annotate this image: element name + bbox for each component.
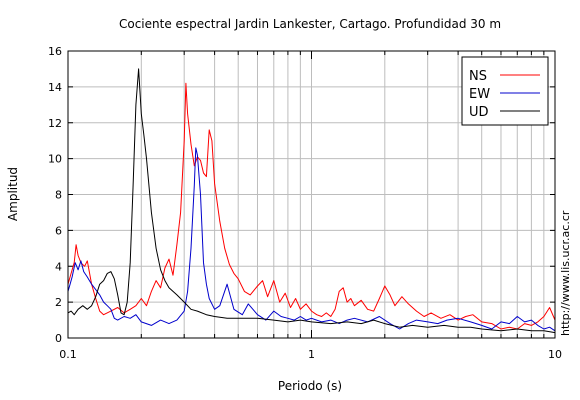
legend-label-ud: UD bbox=[469, 105, 489, 120]
plot-frame bbox=[67, 50, 556, 339]
chart-title: Cociente espectral Jardin Lankester, Car… bbox=[119, 17, 501, 31]
y-axis-ticks: 0 2 4 6 8 10 12 14 16 bbox=[48, 45, 555, 345]
y-tick-label: 12 bbox=[48, 117, 62, 130]
grid bbox=[68, 51, 555, 338]
y-tick-label: 6 bbox=[55, 224, 62, 237]
legend-label-ew: EW bbox=[469, 87, 490, 102]
y-tick-label: 16 bbox=[48, 45, 62, 58]
legend-label-ns: NS bbox=[469, 69, 487, 84]
y-tick-label: 10 bbox=[48, 153, 62, 166]
y-tick-label: 14 bbox=[48, 81, 62, 94]
y-axis-label: Amplitud bbox=[6, 167, 20, 221]
x-tick-label: 0.1 bbox=[59, 348, 77, 361]
series-line-ud bbox=[67, 68, 556, 334]
x-tick-label: 10 bbox=[548, 348, 562, 361]
x-axis-label: Periodo (s) bbox=[278, 379, 342, 393]
x-axis-ticks: 0.1 1 10 bbox=[59, 51, 562, 361]
series-lines bbox=[67, 68, 556, 334]
y-tick-label: 0 bbox=[55, 332, 62, 345]
series-line-ns bbox=[67, 82, 556, 330]
x-tick-label: 1 bbox=[308, 348, 315, 361]
legend-box bbox=[461, 56, 549, 126]
credit-url: http://www.lis.ucr.ac.cr bbox=[559, 210, 572, 336]
y-tick-label: 8 bbox=[55, 189, 62, 202]
legend: NS EW UD bbox=[461, 56, 549, 126]
y-tick-label: 2 bbox=[55, 296, 62, 309]
y-tick-label: 4 bbox=[55, 260, 62, 273]
series-line-ew bbox=[67, 147, 556, 332]
